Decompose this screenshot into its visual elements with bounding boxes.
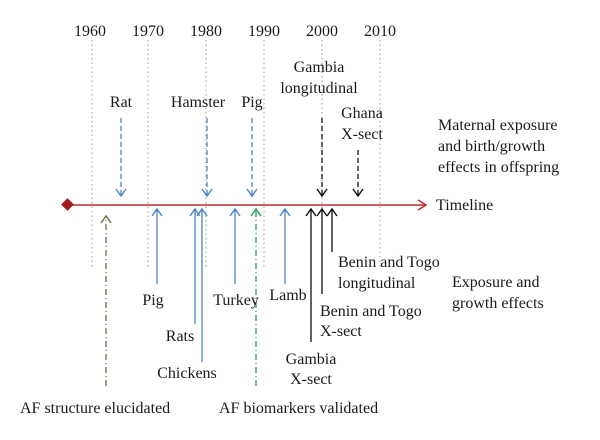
pig-top-label: Pig (241, 94, 262, 111)
benin-xsect-label: X-sect (320, 323, 362, 340)
maternal-exposure-line: Maternal exposure (438, 117, 558, 134)
year-label: 1960 (74, 23, 106, 40)
exposure-growth-line: Exposure and (452, 274, 540, 291)
af-biomarkers-label: AF biomarkers validated (219, 400, 378, 417)
exposure-growth-label: Exposure and growth effects (452, 274, 544, 312)
rats-label: Rats (166, 328, 194, 345)
gambia-xsect-label: X-sect (290, 371, 332, 388)
year-label: 1980 (190, 23, 222, 40)
pig-bottom-label: Pig (142, 292, 163, 309)
top-arrows (115, 118, 364, 198)
benin-longitudinal-label: Benin and Togo (338, 254, 440, 271)
year-label: 2000 (306, 23, 338, 40)
ghana-xsect-label: Ghana (341, 105, 383, 122)
lamb-label: Lamb (269, 287, 306, 304)
chickens-label: Chickens (157, 365, 217, 382)
benin-xsect-label: Benin and Togo (320, 303, 422, 320)
benin-longitudinal-label: longitudinal (338, 275, 416, 292)
timeline-start-diamond (61, 198, 74, 211)
af-structure-label: AF structure elucidated (20, 400, 170, 417)
year-label: 2010 (364, 23, 396, 40)
year-label: 1990 (248, 23, 280, 40)
year-label: 1970 (132, 23, 164, 40)
maternal-exposure-line: and birth/growth (438, 138, 545, 155)
hamster-label: Hamster (171, 94, 226, 111)
maternal-exposure-line: effects in offspring (438, 159, 559, 176)
gambia-xsect-label: Gambia (286, 351, 337, 368)
exposure-growth-line: growth effects (452, 295, 544, 312)
maternal-exposure-label: Maternal exposure and birth/growth effec… (438, 117, 559, 176)
rat-label: Rat (110, 94, 133, 111)
gambia-longitudinal-label: longitudinal (280, 80, 358, 97)
gambia-longitudinal-label: Gambia (294, 59, 345, 76)
turkey-label: Turkey (213, 292, 259, 309)
bottom-arrows (100, 207, 338, 386)
ghana-xsect-label: X-sect (341, 126, 383, 143)
timeline-label: Timeline (436, 197, 493, 214)
year-labels: 1960 1970 1980 1990 2000 2010 (74, 23, 396, 40)
